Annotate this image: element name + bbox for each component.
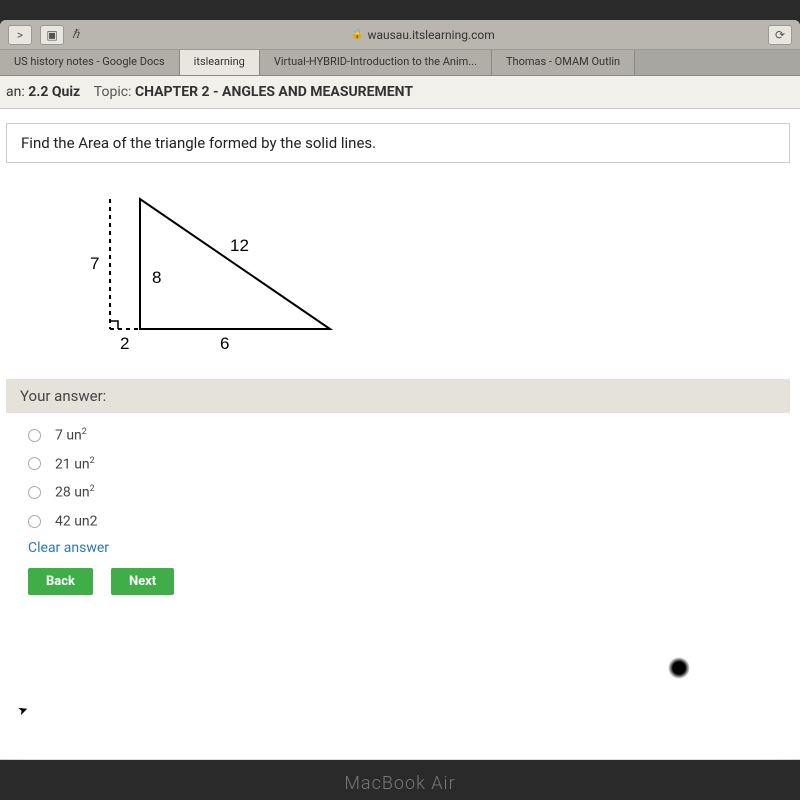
cursor-icon: ➤ [16, 702, 30, 719]
answer-header: Your answer: [6, 379, 790, 413]
radio-icon [28, 515, 41, 528]
radio-icon [28, 486, 41, 499]
option-label: 28 un2 [55, 484, 95, 501]
quiz-breadcrumb: an: 2.2 Quiz Topic: CHAPTER 2 - ANGLES A… [0, 76, 800, 109]
plan-prefix: an: [6, 84, 25, 100]
svg-text:8: 8 [152, 268, 161, 287]
url-text: wausau.itslearning.com [367, 28, 494, 42]
answer-options: 7 un2 21 un2 28 un2 42 un2 [0, 413, 800, 536]
option-2[interactable]: 21 un2 [28, 450, 790, 479]
lock-icon: 🔒 [351, 29, 363, 40]
radio-icon [28, 457, 41, 470]
option-label: 21 un2 [55, 456, 95, 473]
browser-window: > ▣ ℏ 🔒 wausau.itslearning.com ⟳ US hist… [0, 20, 800, 760]
svg-text:12: 12 [230, 236, 249, 255]
next-button[interactable]: Next [111, 568, 174, 595]
ink-blot [668, 657, 690, 679]
radio-icon [28, 429, 41, 442]
quiz-content: Find the Area of the triangle formed by … [0, 109, 800, 759]
option-4[interactable]: 42 un2 [28, 507, 790, 536]
option-3[interactable]: 28 un2 [28, 478, 790, 507]
tab-virtual-hybrid[interactable]: Virtual-HYBRID-Introduction to the Anim.… [260, 50, 492, 75]
reader-icon: ℏ [72, 27, 80, 42]
tab-strip: US history notes - Google Docs itslearni… [0, 50, 800, 76]
browser-toolbar: > ▣ ℏ 🔒 wausau.itslearning.com ⟳ [0, 20, 800, 50]
tab-omam[interactable]: Thomas - OMAM Outlin [492, 50, 635, 75]
triangle-figure: 12 7 8 2 6 [80, 189, 800, 359]
option-1[interactable]: 7 un2 [28, 421, 790, 450]
address-bar[interactable]: ℏ 🔒 wausau.itslearning.com [72, 27, 760, 42]
back-button[interactable]: > [8, 25, 32, 45]
option-label: 7 un2 [55, 427, 87, 444]
laptop-brand: MacBook Air [0, 773, 800, 794]
svg-text:2: 2 [120, 334, 129, 353]
topic-label: Topic: [94, 84, 132, 100]
svg-text:7: 7 [90, 254, 99, 273]
clear-answer-link[interactable]: Clear answer [0, 536, 800, 568]
question-prompt: Find the Area of the triangle formed by … [6, 123, 790, 163]
tab-us-history[interactable]: US history notes - Google Docs [0, 50, 180, 75]
svg-text:6: 6 [220, 334, 229, 353]
refresh-button[interactable]: ⟳ [768, 25, 792, 45]
plan-value: 2.2 Quiz [28, 84, 80, 100]
back-button[interactable]: Back [28, 568, 93, 595]
option-label: 42 un2 [55, 513, 98, 530]
topic-value: CHAPTER 2 - ANGLES AND MEASUREMENT [135, 84, 413, 100]
tab-itslearning[interactable]: itslearning [180, 50, 260, 75]
nav-buttons: Back Next [0, 568, 800, 595]
sidebar-toggle-button[interactable]: ▣ [40, 25, 64, 45]
